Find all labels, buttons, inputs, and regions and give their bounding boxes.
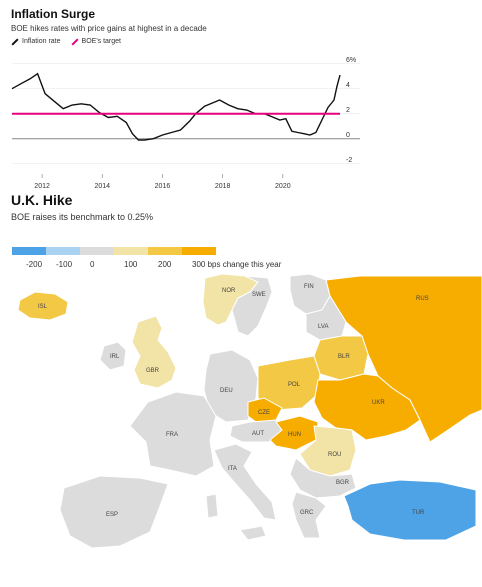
- x-tick-label: 2016: [155, 183, 171, 190]
- scale-label: -100: [56, 260, 73, 269]
- x-tick-label: 2014: [94, 183, 110, 190]
- country-label-ESP: ESP: [106, 512, 118, 518]
- y-tick-label: -2: [346, 157, 352, 164]
- scale-swatch: [12, 247, 46, 255]
- country-label-LVA: LVA: [318, 324, 328, 330]
- scale-label: 100: [124, 260, 138, 269]
- country-label-RUS: RUS: [416, 296, 429, 302]
- scale-label: 0: [90, 260, 95, 269]
- country-label-IRL: IRL: [110, 354, 120, 360]
- country-label-FRA: FRA: [166, 432, 178, 438]
- country-label-AUT: AUT: [252, 431, 264, 437]
- country-label-DEU: DEU: [220, 388, 233, 394]
- country-label-NOR: NOR: [222, 288, 236, 294]
- country-label-UKR: UKR: [372, 400, 385, 406]
- scale-label: 200: [158, 260, 172, 269]
- country-FRA: [129, 391, 217, 477]
- country-label-GBR: GBR: [146, 368, 160, 374]
- legend-label-target: BOE's target: [81, 38, 121, 45]
- chart-subtitle: BOE hikes rates with price gains at high…: [11, 24, 207, 33]
- country-BGR: [289, 457, 357, 499]
- x-tick-label: 2012: [34, 183, 50, 190]
- country-UKR: [313, 373, 421, 441]
- legend-swatch-target: [70, 37, 79, 46]
- country-label-FIN: FIN: [304, 284, 314, 290]
- color-scale-legend: -200 -100 0 100 200 300 bps change this year: [12, 247, 282, 269]
- map-title: U.K. Hike: [11, 192, 73, 208]
- country-labels: ISL NOR SWE FIN RUS IRL GBR LVA BLR DEU …: [38, 284, 429, 518]
- country-label-ROU: ROU: [328, 452, 341, 458]
- legend-label-inflation: Inflation rate: [22, 38, 61, 45]
- country-label-HUN: HUN: [288, 432, 301, 438]
- legend-item-inflation: Inflation rate: [11, 37, 61, 46]
- x-tick-label: 2020: [275, 183, 291, 190]
- country-POL: [257, 355, 321, 411]
- y-tick-label: 2: [346, 107, 350, 114]
- country-label-SWE: SWE: [252, 292, 266, 298]
- country-ITA-sardinia: [205, 493, 219, 519]
- country-label-BGR: BGR: [336, 480, 350, 486]
- country-ITA-sicily: [239, 525, 267, 541]
- chart-legend: Inflation rate BOE's target: [11, 37, 121, 46]
- y-tick-label: 6%: [346, 57, 356, 64]
- country-label-ITA: ITA: [228, 466, 237, 472]
- europe-map: ISL NOR SWE FIN RUS IRL GBR LVA BLR DEU …: [0, 270, 482, 587]
- map-subtitle: BOE raises its benchmark to 0.25%: [11, 212, 154, 222]
- country-SWE: [231, 275, 273, 337]
- country-GRC: [291, 491, 327, 539]
- series-inflation-line: [11, 72, 341, 141]
- scale-label: -200: [26, 260, 43, 269]
- country-GBR: [131, 315, 177, 389]
- scale-swatch: [148, 247, 182, 255]
- country-label-GRC: GRC: [300, 510, 314, 516]
- y-tick-label: 4: [346, 82, 350, 89]
- country-LVA: [305, 295, 347, 341]
- country-label-BLR: BLR: [338, 354, 350, 360]
- x-tick-label: 2018: [215, 183, 231, 190]
- scale-swatch: [114, 247, 148, 255]
- country-ESP: [59, 475, 169, 549]
- country-ITA: [213, 443, 277, 521]
- scale-label: 300 bps change this year: [192, 260, 282, 269]
- country-IRL: [99, 341, 127, 371]
- country-TUR: [343, 479, 477, 541]
- country-HUN: [269, 415, 319, 451]
- y-tick-label: 0: [346, 132, 350, 139]
- scale-swatch: [46, 247, 80, 255]
- country-DEU: [203, 349, 259, 423]
- legend-swatch-inflation: [11, 37, 19, 46]
- country-label-POL: POL: [288, 382, 301, 388]
- legend-item-target: BOE's target: [70, 37, 121, 46]
- country-label-CZE: CZE: [258, 410, 270, 416]
- country-ISL: [17, 291, 69, 321]
- inflation-line-chart: 6% 4 2 0 -2 2012 2014 2016 2018 2020: [11, 57, 360, 190]
- country-label-ISL: ISL: [38, 304, 48, 310]
- chart-title: Inflation Surge: [11, 7, 95, 21]
- scale-swatch: [182, 247, 216, 255]
- country-label-TUR: TUR: [412, 510, 425, 516]
- country-ROU: [299, 425, 357, 477]
- scale-swatch: [80, 247, 114, 255]
